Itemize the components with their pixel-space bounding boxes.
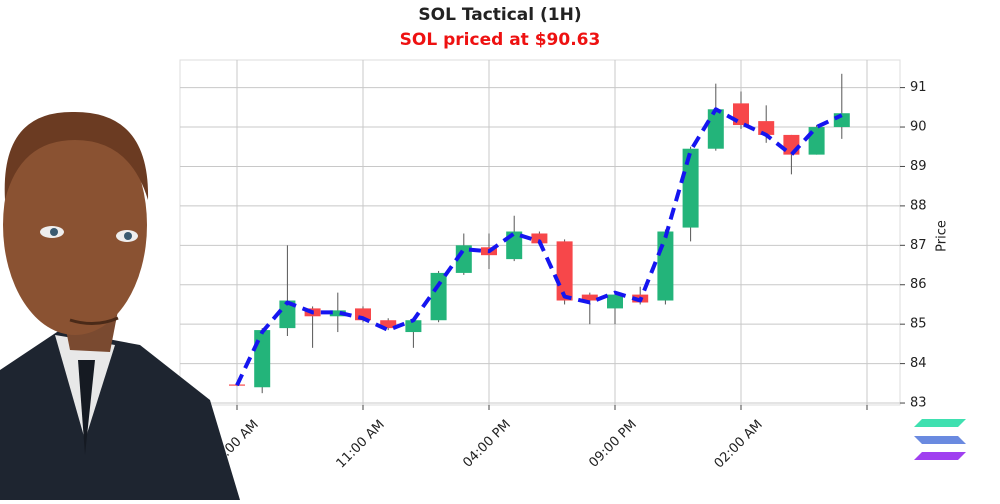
candle-body xyxy=(329,310,346,317)
y-tick-label: 91 xyxy=(910,80,927,95)
chart-subtitle: SOL priced at $90.63 xyxy=(400,30,601,50)
candle-body xyxy=(380,320,397,329)
y-tick-label: 89 xyxy=(910,159,927,174)
y-axis-label: Price xyxy=(935,220,950,252)
chart-title: SOL Tactical (1H) xyxy=(418,5,581,25)
candle-body xyxy=(556,241,573,301)
candle-body xyxy=(707,109,724,149)
candle-body xyxy=(531,233,548,244)
candle-body xyxy=(657,231,674,301)
y-tick-label: 85 xyxy=(910,317,927,332)
person-illustration xyxy=(0,111,240,500)
x-tick-label: 11:00 AM xyxy=(334,417,388,471)
candle-body xyxy=(405,320,422,333)
y-tick-label: 88 xyxy=(910,198,927,213)
x-tick-label: 02:00 AM xyxy=(712,417,766,471)
candle-body xyxy=(254,330,271,388)
candle-body xyxy=(279,300,296,329)
y-tick-label: 84 xyxy=(910,356,927,371)
x-tick-label: 04:00 PM xyxy=(460,417,513,470)
candle-body xyxy=(607,294,623,309)
candle-body xyxy=(581,294,598,301)
y-tick-label: 90 xyxy=(910,120,927,135)
x-tick-label: 09:00 PM xyxy=(586,417,639,470)
candle-body xyxy=(355,308,371,321)
y-tick-label: 87 xyxy=(910,238,927,253)
candle-body xyxy=(682,148,699,228)
brand-logo xyxy=(914,419,966,460)
plot-frame xyxy=(179,59,901,406)
y-tick-label: 83 xyxy=(910,396,927,411)
y-tick-label: 86 xyxy=(910,277,927,292)
trend-line xyxy=(235,107,843,387)
candle-body xyxy=(430,272,447,321)
